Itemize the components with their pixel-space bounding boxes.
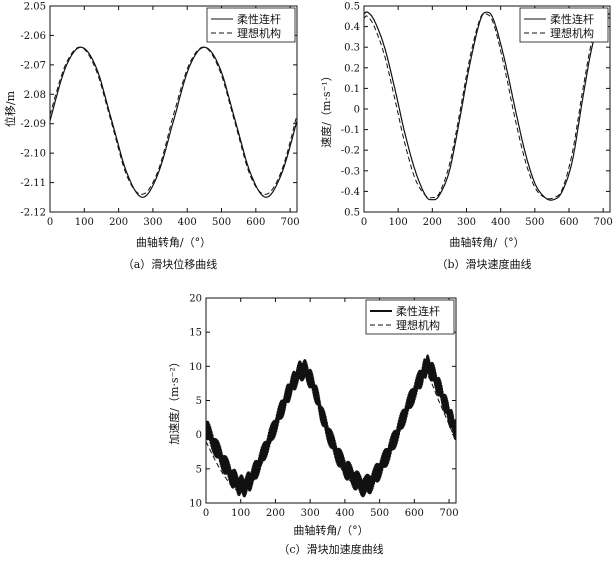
- y-axis-label: 加速度/（m·s⁻²）: [167, 356, 181, 445]
- x-tick-label: 0: [361, 217, 367, 228]
- y-tick-label: -2.06: [20, 31, 46, 42]
- x-tick-label: 600: [246, 217, 265, 228]
- x-tick-label: 0: [203, 508, 209, 519]
- series-line-ideal-mechanism: [206, 374, 456, 493]
- x-tick-label: 100: [389, 217, 408, 228]
- y-tick-label: 0.5: [344, 208, 360, 219]
- y-tick-label: 10: [189, 499, 202, 510]
- y-tick-label: 0.5: [344, 2, 360, 13]
- y-tick-label: -2.10: [20, 149, 46, 160]
- x-tick-label: 400: [178, 217, 197, 228]
- series-line-flexible-link: [50, 46, 297, 198]
- x-tick-label: 700: [281, 217, 300, 228]
- y-tick-label: 0.3: [344, 43, 360, 54]
- chart-caption: （a）滑块位移曲线: [123, 257, 218, 271]
- x-tick-label: 400: [335, 508, 354, 519]
- x-tick-label: 700: [594, 217, 612, 228]
- x-axis-label: 曲轴转角/（°）: [136, 235, 211, 249]
- legend-label: 理想机构: [396, 318, 440, 332]
- y-axis-label: 速度/（m·s⁻¹）: [319, 70, 333, 148]
- chart-panel-c: 0 100 200 300 400 500 600 700 20 15 10 5 0 5 10 曲轴转角/（°…: [167, 294, 459, 557]
- x-tick-label: 100: [231, 508, 250, 519]
- y-tick-label: 0: [354, 105, 360, 116]
- x-tick-label: 700: [440, 508, 459, 519]
- chart-caption: （b）滑块速度曲线: [436, 257, 531, 271]
- y-tick-label: 0.2: [344, 63, 360, 74]
- series-line-flexible-link: [206, 354, 456, 498]
- y-tick-label: 2.05: [24, 2, 46, 13]
- x-tick-label: 200: [423, 217, 442, 228]
- x-tick-label: 600: [559, 217, 578, 228]
- y-tick-label: 20: [189, 294, 202, 305]
- x-tick-label: 500: [525, 217, 544, 228]
- y-axis-label: 位移/m: [3, 90, 17, 127]
- y-tick-label: 10: [189, 362, 202, 373]
- x-axis-label: 曲轴转角/（°）: [449, 235, 524, 249]
- legend-box: [365, 299, 455, 335]
- x-tick-label: 600: [405, 508, 424, 519]
- series-line-flexible-link: [364, 11, 610, 201]
- y-tick-label: -0.2: [341, 146, 360, 157]
- legend-label: 理想机构: [237, 26, 281, 40]
- legend-box: [519, 7, 609, 43]
- y-tick-label: 2.08: [24, 90, 46, 101]
- y-tick-label: 5: [196, 464, 202, 475]
- series-line-ideal-mechanism: [364, 12, 610, 200]
- x-tick-label: 500: [212, 217, 231, 228]
- x-tick-label: 300: [301, 508, 320, 519]
- series-line-ideal-mechanism: [50, 46, 297, 195]
- y-tick-label: 0.1: [344, 84, 360, 95]
- x-axis-label: 曲轴转角/（°）: [293, 523, 368, 537]
- x-tick-label: 500: [370, 508, 389, 519]
- y-tick-label: -2.11: [20, 178, 46, 189]
- x-tick-label: 100: [75, 217, 94, 228]
- y-tick-label: 5: [196, 396, 202, 407]
- y-tick-label: -0.1: [341, 125, 360, 136]
- chart-panel-a: 0 100 200 300 400 500 600 700 2.05 -2.06 -2.07 2.08…: [3, 2, 300, 272]
- chart-panel-b: 0 100 200 300 400 500 600 700 0.5 0.4 0.3 0.2 0.1 0 -0…: [319, 2, 612, 272]
- legend-label: 柔性连杆: [237, 12, 281, 26]
- y-tick-label: 15: [189, 328, 202, 339]
- y-tick-label: 0.4: [344, 22, 360, 33]
- x-tick-label: 300: [143, 217, 162, 228]
- y-tick-label: 0: [196, 430, 202, 441]
- y-tick-label: -2.09: [20, 119, 46, 130]
- y-tick-label: -2.07: [20, 60, 46, 71]
- y-tick-label: -0.4: [341, 187, 360, 198]
- y-tick-label: -0.3: [341, 166, 360, 177]
- x-tick-label: 200: [266, 508, 285, 519]
- legend-box: [206, 7, 296, 43]
- x-tick-label: 300: [457, 217, 476, 228]
- chart-caption: （c）滑块加速度曲线: [278, 542, 383, 556]
- legend-label: 柔性连杆: [396, 304, 440, 318]
- x-tick-label: 200: [109, 217, 128, 228]
- plot-frame: [49, 5, 298, 213]
- y-tick-label: -2.12: [20, 208, 46, 219]
- x-tick-label: 0: [47, 217, 53, 228]
- x-tick-label: 400: [491, 217, 510, 228]
- legend-label: 柔性连杆: [550, 12, 594, 26]
- legend-label: 理想机构: [550, 26, 594, 40]
